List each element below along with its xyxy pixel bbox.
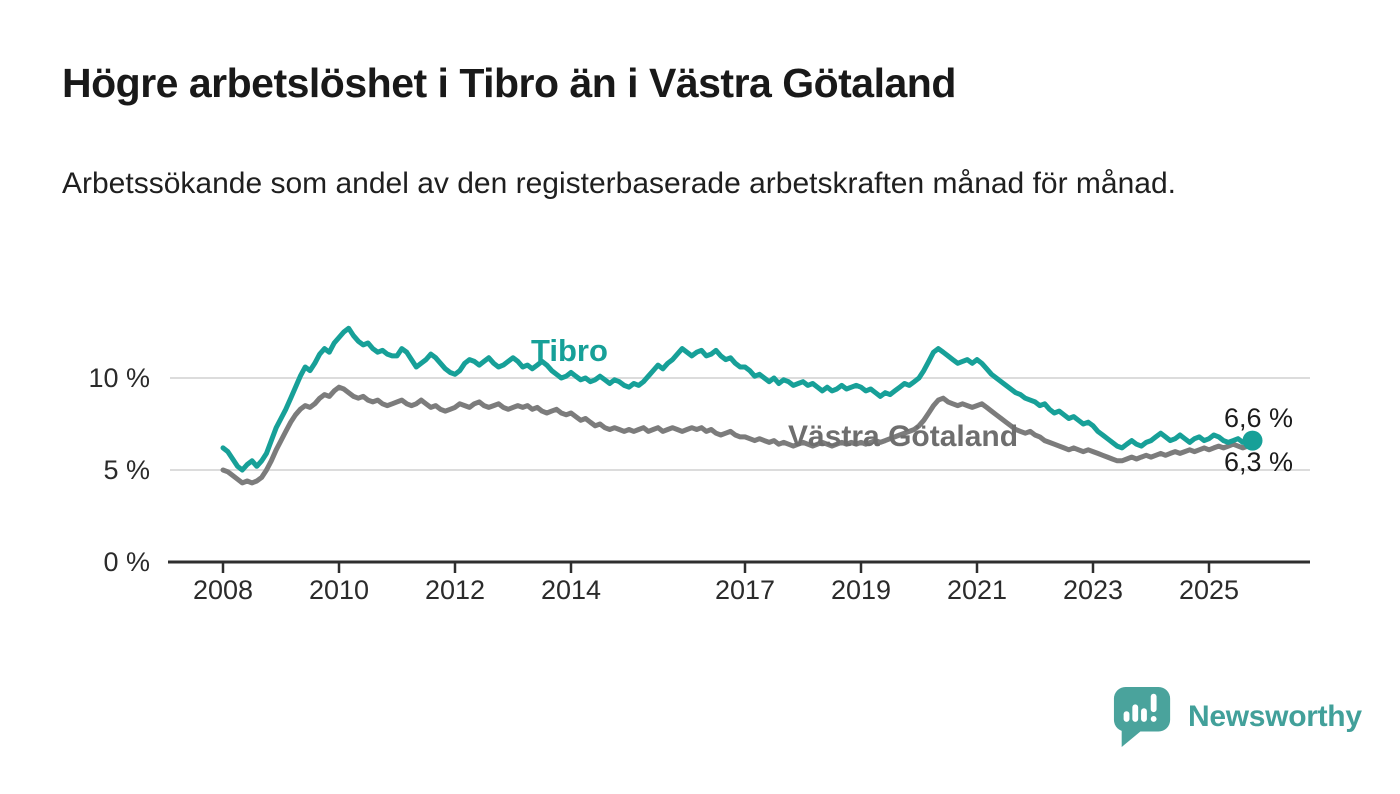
brand-name: Newsworthy: [1188, 700, 1362, 733]
newsworthy-brand: Newsworthy: [1112, 684, 1362, 750]
y-axis-tick-label: 10 %: [88, 363, 150, 393]
x-axis-tick-label: 2019: [830, 575, 892, 605]
y-axis-tick-label: 5 %: [103, 455, 150, 485]
x-axis-tick-label: 2008: [192, 575, 254, 605]
x-axis-tick-label: 2021: [946, 575, 1008, 605]
series-line-vastra-gotaland: [220, 384, 1255, 486]
series-end-dot-tibro: [1242, 430, 1263, 451]
end-value-label-vastra-gotaland: 6,3 %: [1224, 447, 1294, 477]
x-axis-tick-label: 2014: [540, 575, 602, 605]
x-axis-tick-label: 2017: [714, 575, 776, 605]
series-label-tibro: Tibro: [531, 333, 608, 368]
x-axis-tick-label: 2012: [424, 575, 486, 605]
x-axis-tick-label: 2023: [1062, 575, 1124, 605]
x-axis-tick-label: 2010: [308, 575, 370, 605]
x-axis-tick-label: 2025: [1178, 575, 1240, 605]
page-title: Högre arbetslöshet i Tibro än i Västra G…: [62, 60, 956, 106]
end-value-label-tibro: 6,6 %: [1224, 403, 1294, 433]
series-line-tibro: [220, 325, 1255, 473]
bar-chart-exclamation-bubble-icon: [1113, 686, 1171, 748]
y-axis-tick-label: 0 %: [103, 547, 150, 577]
chart-subtitle: Arbetssökande som andel av den registerb…: [62, 167, 1176, 200]
series-label-vastra-gotaland: Västra Götaland: [788, 420, 1019, 453]
